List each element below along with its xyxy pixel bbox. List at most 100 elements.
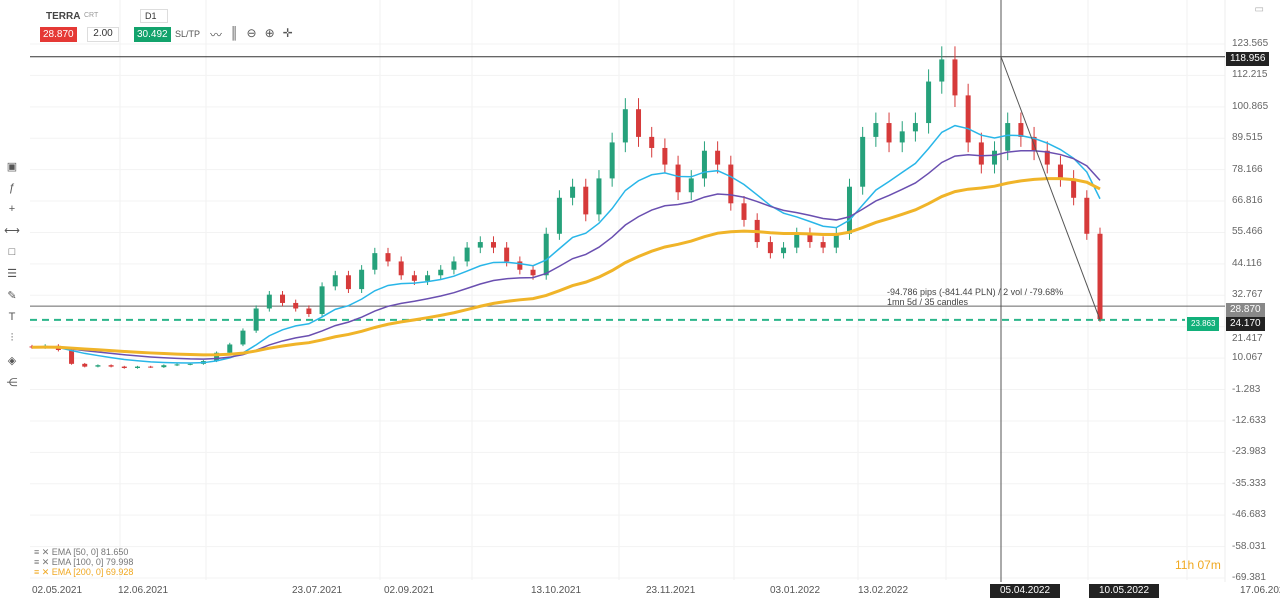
y-tick-label: 55.466 — [1232, 226, 1263, 238]
candle — [411, 275, 417, 281]
candle — [1084, 197, 1090, 234]
zoom-out-icon[interactable]: ⊖ — [246, 26, 257, 40]
timeframe-select[interactable]: D1 — [140, 9, 168, 23]
candle — [187, 363, 193, 365]
candle — [319, 286, 325, 315]
x-tick-label: 23.11.2021 — [646, 585, 696, 596]
candle — [253, 308, 259, 331]
candle — [873, 123, 879, 137]
y-tick-label: -1.283 — [1232, 383, 1261, 395]
x-tick-label: 23.07.2021 — [292, 585, 343, 596]
candle — [556, 197, 562, 234]
candle — [833, 233, 839, 248]
measure-info: -94.786 pips (-841.44 PLN) / 2 vol / -79… — [887, 287, 1063, 307]
y-tick-label: 100.865 — [1232, 100, 1269, 112]
y-tick-label: -46.683 — [1232, 509, 1266, 521]
y-tick-label: -12.633 — [1232, 414, 1266, 426]
candle — [622, 109, 628, 143]
buy-button[interactable]: 30.492 — [134, 27, 171, 42]
candle — [649, 136, 655, 148]
candle — [504, 247, 510, 262]
objects-icon[interactable]: ◈ — [7, 355, 17, 367]
x-tick-label: 13.02.2022 — [858, 585, 909, 596]
candle — [69, 350, 75, 364]
legend-ema-200[interactable]: ≡ ✕ EMA [200, 0] 69.928 — [34, 567, 134, 577]
candle — [425, 275, 431, 281]
candle — [372, 253, 378, 270]
candle — [227, 344, 233, 353]
candle — [438, 269, 444, 276]
line-tool-icon[interactable]: ⟷ — [4, 225, 20, 237]
candle — [899, 131, 905, 143]
x-tick-label: 13.10.2021 — [531, 585, 582, 596]
candle — [214, 352, 220, 362]
candle — [451, 261, 457, 270]
candle — [741, 203, 747, 220]
y-tick-label: -69.381 — [1232, 572, 1266, 583]
candles-icon[interactable]: ║ — [230, 26, 239, 40]
zoom-in-icon[interactable]: ⊕ — [264, 26, 275, 40]
fib-icon[interactable]: ☰ — [7, 268, 17, 280]
candle-timer: 11h 07m — [1175, 558, 1221, 572]
candle — [978, 142, 984, 165]
legend-ema-50[interactable]: ≡ ✕ EMA [50, 0] 81.650 — [34, 547, 129, 557]
symbol-name[interactable]: TERRA — [46, 11, 81, 22]
screen-icon[interactable]: ▣ — [6, 161, 18, 173]
candle — [886, 123, 892, 143]
candle — [530, 269, 536, 276]
legend-ema-100[interactable]: ≡ ✕ EMA [100, 0] 79.998 — [34, 557, 134, 567]
text-icon[interactable]: T — [8, 311, 16, 323]
candle — [912, 123, 918, 132]
y-tick-label: -58.031 — [1232, 540, 1266, 552]
target-price-tag: 23.863 — [1187, 317, 1220, 331]
candle — [174, 364, 180, 366]
bid-price-tag: 28.870 — [1226, 303, 1265, 317]
quantity-input[interactable]: 2.00 — [87, 27, 119, 42]
line-chart-icon[interactable]: 〰 — [210, 28, 223, 42]
candle — [543, 233, 549, 276]
sell-button[interactable]: 28.870 — [40, 27, 77, 42]
candle — [161, 365, 167, 368]
candle — [345, 275, 351, 290]
ema-200-line — [31, 177, 1101, 357]
candle — [240, 330, 246, 345]
candle — [807, 233, 813, 243]
candle — [1005, 123, 1011, 151]
y-tick-label: 44.116 — [1232, 257, 1262, 269]
candle — [121, 366, 127, 368]
candle — [266, 294, 272, 309]
candle — [1044, 150, 1050, 165]
candle — [1071, 178, 1077, 198]
candle — [517, 261, 523, 270]
window-icon[interactable]: ▭ — [1254, 4, 1264, 15]
sltp-button[interactable]: SL/TP — [175, 29, 201, 39]
y-tick-label: 32.767 — [1232, 289, 1263, 301]
candle — [464, 247, 470, 262]
candle — [715, 150, 721, 165]
trade-header: TERRA CRT D1 28.870 2.00 30.492 SL/TP 〰 … — [0, 0, 330, 46]
x-tick-label: 02.09.2021 — [384, 585, 435, 596]
measure-line-2: 1mn 5d / 35 candles — [887, 297, 969, 307]
crosshair-icon[interactable]: ✛ — [282, 26, 293, 40]
candle — [952, 59, 958, 96]
candle — [688, 178, 694, 193]
y-tick-label: 10.067 — [1232, 352, 1263, 364]
fx-icon[interactable]: ƒ — [8, 182, 16, 194]
pen-icon[interactable]: ✎ — [7, 290, 17, 302]
ema-100-line — [31, 149, 1101, 360]
y-tick-label: -23.983 — [1232, 446, 1266, 458]
y-tick-label: 66.816 — [1232, 195, 1263, 207]
share-icon[interactable]: ⋲ — [6, 377, 18, 389]
candle — [675, 164, 681, 193]
x-tick-label: 12.06.2021 — [118, 585, 169, 596]
x-tick-label: 17.06.2022 — [1240, 585, 1280, 596]
layers-icon[interactable]: ⫶ — [10, 332, 14, 344]
candle — [596, 178, 602, 215]
rectangle-icon[interactable]: □ — [8, 246, 16, 258]
candle — [965, 95, 971, 143]
plus-icon[interactable]: + — [8, 203, 16, 215]
candle — [293, 302, 299, 309]
x-tick-label: 10.05.2022 — [1089, 584, 1160, 598]
candle — [477, 242, 483, 248]
